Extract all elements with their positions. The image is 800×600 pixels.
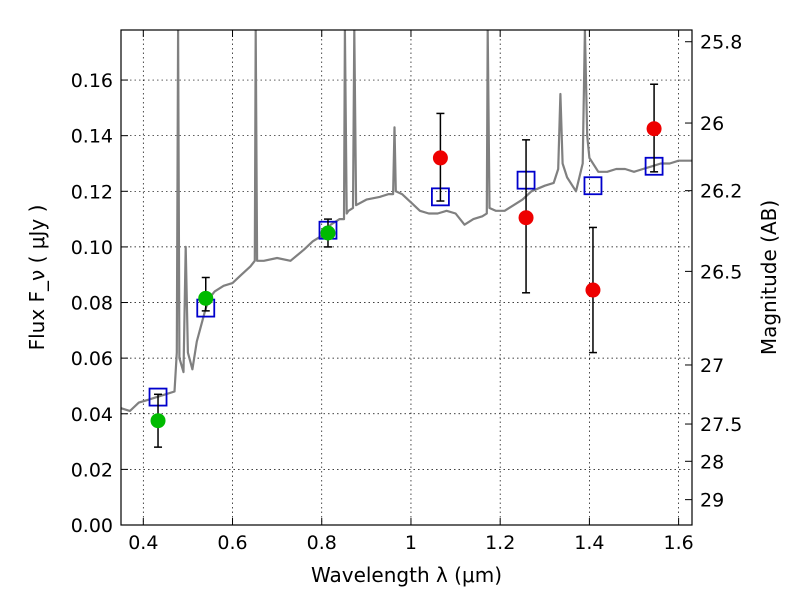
x-tick-label: 1.4 [574, 532, 604, 554]
photometry-point [198, 290, 214, 306]
y-tick-label: 0.06 [71, 348, 113, 370]
x-tick-label: 1.2 [485, 532, 515, 554]
photometry-point [646, 121, 662, 137]
right-tick-label: 26.5 [700, 261, 742, 283]
right-tick-label: 27 [700, 355, 724, 377]
right-tick-label: 29 [700, 490, 724, 512]
y-tick-label: 0.12 [71, 181, 113, 203]
model-square-marker [583, 176, 603, 196]
x-axis-label: Wavelength λ (μm) [311, 563, 502, 587]
right-axis-label: Magnitude (AB) [757, 200, 781, 355]
x-tick-label: 0.8 [307, 532, 337, 554]
x-tick-label: 1.6 [664, 532, 694, 554]
x-tick-label: 0.6 [217, 532, 247, 554]
x-tick-label: 1 [405, 532, 417, 554]
axis-ticks: 0.4 0.6 0.8 1 1.2 1.4 1.6 0.00 0.02 0.04 0.06 0.08 0… [71, 30, 742, 554]
photometry-point [432, 150, 448, 166]
y-tick-label: 0.08 [71, 293, 113, 315]
plot-frame [120, 29, 693, 526]
right-tick-label: 27.5 [700, 414, 742, 436]
y-tick-label: 0.00 [71, 515, 113, 537]
y-tick-label: 0.14 [71, 126, 113, 148]
right-tick-label: 28 [700, 451, 724, 473]
x-tick-label: 0.4 [128, 532, 158, 554]
photometry-point [150, 413, 166, 429]
photometry-point [320, 225, 336, 241]
spectrum-line [121, 30, 692, 413]
y-tick-label: 0.16 [71, 70, 113, 92]
y-tick-label: 0.02 [71, 459, 113, 481]
plot-area [121, 30, 692, 448]
y-tick-label: 0.04 [71, 404, 113, 426]
photometry-point [518, 210, 534, 226]
y-tick-label: 0.10 [71, 237, 113, 259]
y-axis-label: Flux F_ν ( μJy ) [25, 205, 49, 351]
right-tick-label: 26.2 [700, 181, 742, 203]
right-tick-label: 25.8 [700, 32, 742, 54]
photometry-point [585, 282, 601, 298]
gridlines [121, 30, 692, 526]
right-tick-label: 26 [700, 113, 724, 135]
